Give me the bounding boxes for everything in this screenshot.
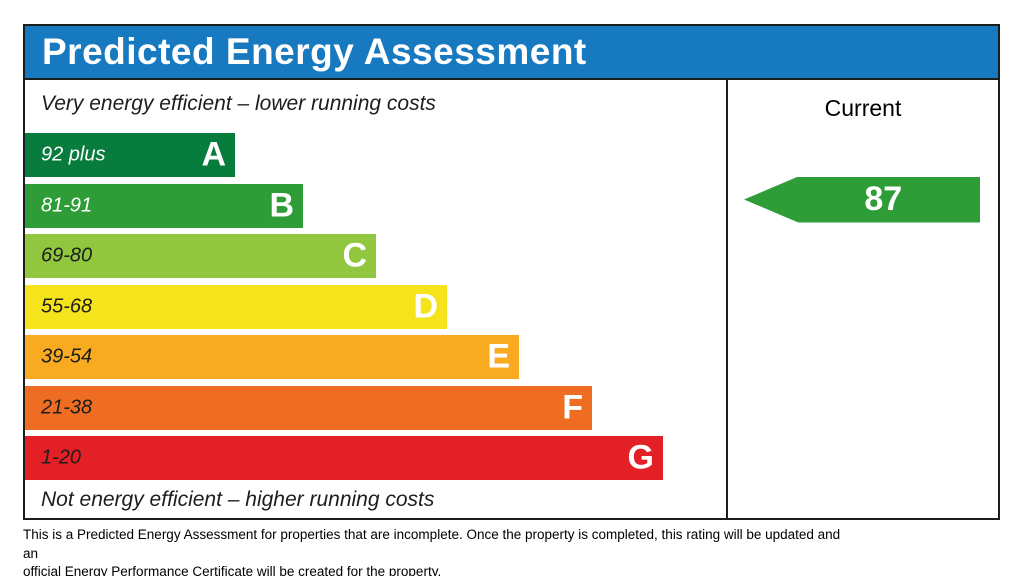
caption-not-efficient: Not energy efficient – higher running co… xyxy=(41,488,435,511)
current-column: Current 87 xyxy=(726,80,998,518)
current-rating-arrow: 87 xyxy=(744,176,980,223)
band-range-label: 21-38 xyxy=(41,396,93,418)
epc-bands: Very energy efficient – lower running co… xyxy=(25,80,726,518)
epc-chart-box: Predicted Energy Assessment Very energy … xyxy=(23,24,1000,520)
band-range-label: 69-80 xyxy=(41,244,93,267)
epc-band-c: 69-80 C xyxy=(25,234,376,278)
band-letter: B xyxy=(269,186,294,224)
band-letter: E xyxy=(487,337,510,376)
epc-band-f: 21-38 F xyxy=(25,385,592,430)
footer-line-2: official Energy Performance Certificate … xyxy=(23,564,442,576)
current-rating-value: 87 xyxy=(864,180,903,218)
band-letter: A xyxy=(201,135,226,174)
band-range-label: 1-20 xyxy=(41,446,82,469)
footer-line-1: This is a Predicted Energy Assessment fo… xyxy=(23,527,841,561)
epc-band-b: 81-91 B xyxy=(25,183,303,228)
band-range-label: 55-68 xyxy=(41,295,93,317)
band-letter: G xyxy=(627,438,654,477)
epc-band-a: 92 plus A xyxy=(25,133,235,177)
epc-band-e: 39-54 E xyxy=(25,335,519,379)
footer-disclaimer: This is a Predicted Energy Assessment fo… xyxy=(23,526,853,576)
chart-content: Very energy efficient – lower running co… xyxy=(25,80,998,518)
band-letter: F xyxy=(562,388,583,426)
band-range-label: 92 plus xyxy=(41,143,106,166)
epc-band-d: 55-68 D xyxy=(25,284,447,329)
current-column-header: Current xyxy=(824,95,902,121)
epc-band-g: 1-20 G xyxy=(25,436,663,480)
band-range-label: 39-54 xyxy=(41,345,93,368)
title-bar: Predicted Energy Assessment xyxy=(25,26,998,80)
band-range-label: 81-91 xyxy=(41,194,93,216)
caption-very-efficient: Very energy efficient – lower running co… xyxy=(41,92,436,115)
page-title: Predicted Energy Assessment xyxy=(42,31,587,72)
band-letter: C xyxy=(342,236,367,275)
band-letter: D xyxy=(413,287,438,325)
